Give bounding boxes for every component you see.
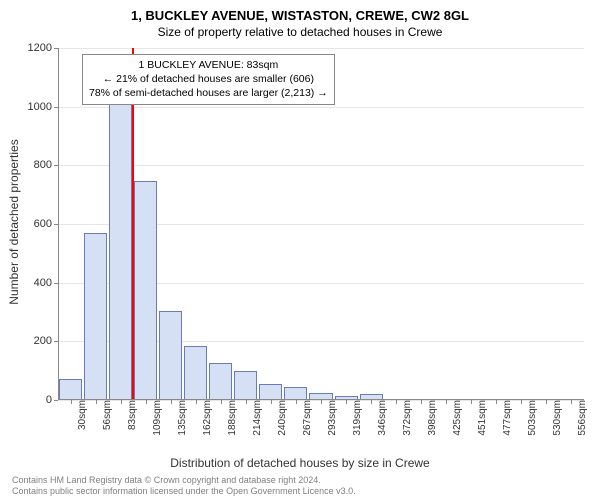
bar	[234, 371, 257, 400]
xtick-mark	[171, 400, 172, 404]
xtick-label: 319sqm	[349, 400, 363, 436]
ytick-label: 0	[18, 394, 58, 406]
xtick-mark	[471, 400, 472, 404]
xtick-mark	[221, 400, 222, 404]
xtick-mark	[396, 400, 397, 404]
bar	[59, 379, 82, 400]
xtick-mark	[246, 400, 247, 404]
xtick-label: 109sqm	[149, 400, 163, 436]
xtick-label: 162sqm	[199, 400, 213, 436]
xtick-label: 240sqm	[274, 400, 288, 436]
ytick-label: 800	[18, 159, 58, 171]
xtick-label: 293sqm	[324, 400, 338, 436]
xtick-label: 451sqm	[474, 400, 488, 436]
ytick-label: 200	[18, 335, 58, 347]
xtick-label: 398sqm	[424, 400, 438, 436]
xtick-mark	[446, 400, 447, 404]
bar	[209, 363, 232, 400]
annotation-line: 1 BUCKLEY AVENUE: 83sqm	[89, 58, 328, 72]
xtick-mark	[121, 400, 122, 404]
xtick-label: 477sqm	[499, 400, 513, 436]
xtick-mark	[571, 400, 572, 404]
ytick-label: 600	[18, 218, 58, 230]
xtick-mark	[321, 400, 322, 404]
xtick-mark	[371, 400, 372, 404]
xtick-label: 56sqm	[99, 400, 113, 430]
xtick-label: 135sqm	[174, 400, 188, 436]
xtick-mark	[521, 400, 522, 404]
annotation-line: 78% of semi-detached houses are larger (…	[89, 86, 328, 100]
xtick-mark	[346, 400, 347, 404]
bar	[134, 181, 157, 400]
xtick-mark	[96, 400, 97, 404]
bar	[84, 233, 107, 400]
xtick-label: 83sqm	[124, 400, 138, 430]
xtick-mark	[296, 400, 297, 404]
chart-subtitle: Size of property relative to detached ho…	[0, 23, 600, 41]
chart-title: 1, BUCKLEY AVENUE, WISTASTON, CREWE, CW2…	[0, 0, 600, 23]
annotation-box: 1 BUCKLEY AVENUE: 83sqm← 21% of detached…	[82, 54, 335, 105]
xtick-mark	[496, 400, 497, 404]
xtick-mark	[196, 400, 197, 404]
xtick-label: 188sqm	[224, 400, 238, 436]
footer-attribution: Contains HM Land Registry data © Crown c…	[12, 475, 356, 498]
chart-container: 1, BUCKLEY AVENUE, WISTASTON, CREWE, CW2…	[0, 0, 600, 500]
xtick-mark	[71, 400, 72, 404]
xtick-mark	[421, 400, 422, 404]
xtick-mark	[546, 400, 547, 404]
xtick-mark	[271, 400, 272, 404]
ytick-label: 1000	[18, 101, 58, 113]
xtick-label: 346sqm	[374, 400, 388, 436]
xtick-label: 372sqm	[399, 400, 413, 436]
x-axis-label: Distribution of detached houses by size …	[0, 456, 600, 470]
xtick-mark	[146, 400, 147, 404]
footer-line-1: Contains HM Land Registry data © Crown c…	[12, 475, 356, 486]
ytick-label: 400	[18, 277, 58, 289]
xtick-label: 530sqm	[549, 400, 563, 436]
annotation-line: ← 21% of detached houses are smaller (60…	[89, 72, 328, 86]
xtick-label: 556sqm	[574, 400, 588, 436]
xtick-label: 503sqm	[524, 400, 538, 436]
xtick-label: 425sqm	[449, 400, 463, 436]
plot-area: 020040060080010001200 30sqm56sqm83sqm109…	[58, 48, 584, 400]
footer-line-2: Contains public sector information licen…	[12, 486, 356, 497]
xtick-label: 267sqm	[299, 400, 313, 436]
bar	[159, 311, 182, 400]
bar	[184, 346, 207, 400]
xtick-label: 30sqm	[74, 400, 88, 430]
bar	[109, 80, 132, 400]
bar	[259, 384, 282, 400]
xtick-label: 214sqm	[249, 400, 263, 436]
ytick-label: 1200	[18, 42, 58, 54]
y-axis	[58, 48, 59, 400]
